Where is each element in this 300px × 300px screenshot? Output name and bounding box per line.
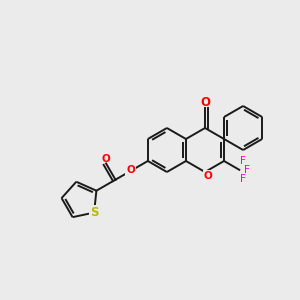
- Text: S: S: [90, 206, 98, 219]
- Text: O: O: [102, 154, 110, 164]
- Text: O: O: [126, 165, 135, 175]
- Text: F: F: [244, 165, 250, 175]
- Text: F: F: [240, 174, 246, 184]
- Text: F: F: [240, 156, 246, 166]
- Text: O: O: [200, 96, 210, 109]
- Text: O: O: [204, 171, 212, 181]
